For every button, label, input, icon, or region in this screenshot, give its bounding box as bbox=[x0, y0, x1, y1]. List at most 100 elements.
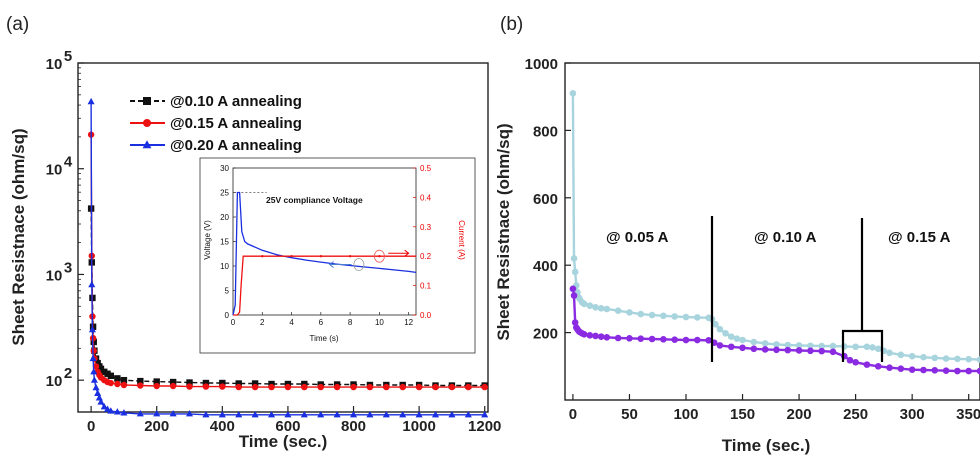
data-point bbox=[818, 342, 825, 350]
data-point bbox=[101, 368, 108, 376]
data-point bbox=[712, 320, 719, 328]
data-point bbox=[88, 280, 96, 288]
inset-y-label-right: Current (A) bbox=[457, 220, 466, 260]
y-axis-label-a: Sheet Resistnace (ohm/sq) bbox=[9, 128, 28, 345]
data-point bbox=[626, 309, 633, 316]
y-tick-label-b: 400 bbox=[533, 258, 558, 275]
data-point bbox=[448, 411, 456, 418]
data-point bbox=[829, 342, 837, 350]
data-point bbox=[597, 333, 605, 340]
inset-current-point bbox=[319, 255, 323, 258]
data-point bbox=[886, 349, 893, 357]
data-point bbox=[874, 345, 882, 353]
data-point bbox=[795, 342, 803, 349]
inset: 0 2 4 6 8 10 120510152025300.00.10.20.30.40.5 … bbox=[199, 157, 476, 354]
data-point bbox=[97, 398, 105, 405]
data-point bbox=[100, 402, 108, 410]
data-point bbox=[169, 410, 177, 417]
data-point bbox=[694, 314, 701, 321]
data-point bbox=[586, 302, 594, 309]
y-tick-exponent-a: 4 bbox=[64, 154, 73, 171]
data-point bbox=[350, 383, 357, 391]
data-point bbox=[852, 358, 859, 366]
x-tick-label-a: 200 bbox=[144, 418, 169, 435]
data-point bbox=[120, 381, 128, 389]
data-point bbox=[448, 383, 456, 391]
data-point bbox=[784, 346, 792, 354]
inset-left-arrow bbox=[328, 261, 352, 268]
data-point bbox=[571, 268, 579, 276]
data-point bbox=[580, 330, 588, 338]
data-point bbox=[750, 345, 758, 353]
inset-y-tick-label-right: 0.1 bbox=[420, 282, 432, 291]
data-point bbox=[432, 411, 440, 418]
data-point bbox=[137, 377, 144, 385]
data-point bbox=[954, 367, 961, 375]
inset-y-tick-label-right: 0.0 bbox=[420, 311, 432, 320]
x-tick-label-b: 0 bbox=[569, 406, 577, 423]
annotation-0-10a: @ 0.10 A bbox=[754, 229, 817, 246]
data-point bbox=[97, 365, 105, 373]
series-b-1 bbox=[569, 90, 980, 363]
inset-content: 0 2 4 6 8 10 12 0 5 10 15 20 25 30 0.0 0.1 0.2 0.3 0.4 0.5 bbox=[220, 164, 432, 327]
series-b-2 bbox=[569, 285, 980, 375]
legend-entry: @0.20 A annealing bbox=[170, 137, 302, 154]
x-tick-label-b: 250 bbox=[843, 406, 868, 423]
data-point bbox=[773, 341, 780, 348]
data-point bbox=[722, 329, 729, 337]
data-point bbox=[218, 411, 226, 418]
data-point bbox=[107, 379, 115, 387]
inset-x-tick-label: 8 bbox=[348, 318, 353, 327]
data-point bbox=[219, 383, 226, 390]
x-axis-label-a: Time (sec.) bbox=[239, 432, 328, 451]
data-point bbox=[317, 411, 325, 418]
data-point bbox=[931, 367, 939, 374]
inset-x-tick-label: 2 bbox=[260, 318, 265, 327]
data-point bbox=[580, 300, 588, 308]
data-point bbox=[660, 312, 667, 320]
data-point bbox=[694, 336, 701, 344]
inset-voltage-line bbox=[232, 191, 417, 316]
data-point bbox=[251, 383, 259, 391]
data-point bbox=[120, 376, 128, 384]
data-point bbox=[366, 411, 374, 418]
inset-x-tick-label: 0 bbox=[231, 318, 236, 327]
y-tick-label-a: 10 bbox=[46, 56, 63, 73]
data-point bbox=[863, 361, 871, 368]
divider-bracket bbox=[841, 329, 884, 362]
data-point bbox=[481, 411, 489, 418]
x-tick-label-b: 50 bbox=[621, 406, 638, 423]
y-tick-label-a: 10 bbox=[46, 267, 63, 284]
series-a-3 bbox=[87, 97, 489, 418]
data-point bbox=[965, 355, 972, 363]
data-point bbox=[90, 367, 98, 375]
data-point bbox=[648, 311, 656, 319]
inset-y-tick-label-left: 5 bbox=[225, 287, 230, 296]
series-line bbox=[571, 93, 980, 361]
data-point bbox=[807, 342, 814, 350]
data-point bbox=[614, 307, 622, 314]
data-point bbox=[592, 304, 599, 311]
data-point bbox=[251, 411, 259, 418]
legend-marker bbox=[142, 140, 152, 149]
data-point bbox=[739, 336, 746, 344]
data-point bbox=[852, 343, 859, 351]
data-point bbox=[671, 336, 678, 343]
inset-y-tick-label-right: 0.2 bbox=[420, 252, 432, 261]
panel-label-a: (a) bbox=[6, 14, 29, 35]
inset-y-tick-label-left: 30 bbox=[220, 164, 229, 173]
data-point bbox=[976, 356, 980, 363]
data-point bbox=[268, 411, 276, 418]
inset-y-tick-label-right: 0.4 bbox=[420, 193, 432, 202]
y-tick-label-b: 1000 bbox=[525, 56, 558, 73]
data-point bbox=[614, 334, 622, 342]
data-point bbox=[920, 366, 927, 374]
data-point bbox=[399, 383, 406, 391]
data-point bbox=[920, 353, 927, 361]
y-tick-label-b: 200 bbox=[533, 326, 558, 343]
data-point bbox=[716, 342, 724, 349]
data-point bbox=[235, 383, 242, 391]
data-point bbox=[120, 409, 128, 416]
annotation-0-05a: @ 0.05 A bbox=[606, 229, 669, 246]
